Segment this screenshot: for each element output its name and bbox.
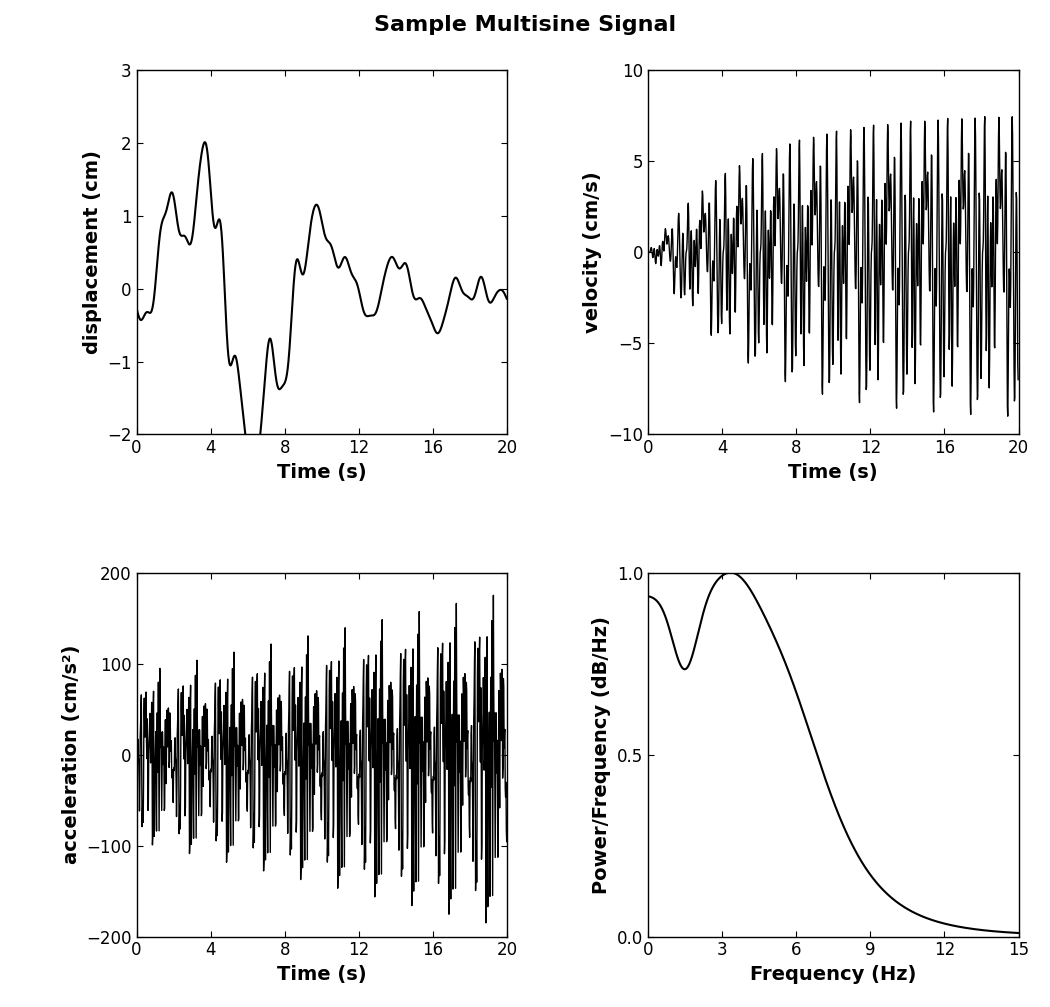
Y-axis label: velocity (cm/s): velocity (cm/s) — [584, 171, 603, 333]
X-axis label: Time (s): Time (s) — [277, 965, 366, 984]
Y-axis label: displacement (cm): displacement (cm) — [83, 150, 102, 354]
Y-axis label: acceleration (cm/s²): acceleration (cm/s²) — [62, 644, 81, 864]
X-axis label: Time (s): Time (s) — [789, 463, 878, 481]
X-axis label: Frequency (Hz): Frequency (Hz) — [750, 965, 917, 984]
Text: Sample Multisine Signal: Sample Multisine Signal — [374, 15, 676, 35]
Y-axis label: Power/Frequency (dB/Hz): Power/Frequency (dB/Hz) — [592, 615, 611, 893]
X-axis label: Time (s): Time (s) — [277, 463, 366, 481]
